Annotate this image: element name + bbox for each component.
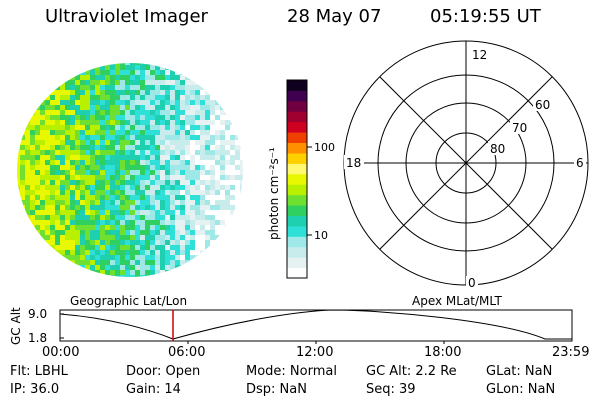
ytick-9: 9.0 — [28, 307, 47, 321]
colorbar-swatch — [287, 163, 307, 175]
xtick-1800: 18:00 — [424, 345, 462, 360]
colorbar-swatch — [287, 173, 307, 185]
polar-grid — [343, 40, 589, 286]
seq-info: Seq: 39 — [366, 382, 416, 397]
mode-info: Mode: Normal — [246, 364, 337, 379]
door-info: Door: Open — [126, 364, 201, 379]
gc-alt-info: GC Alt: 2.2 Re — [366, 364, 457, 379]
colorbar-swatch — [287, 111, 307, 123]
glat-info: GLat: NaN — [486, 364, 553, 379]
colorbar-swatch — [287, 80, 307, 91]
colorbar-swatch — [287, 100, 307, 112]
colorbar-swatch — [287, 184, 307, 196]
mlat-label-80: 80 — [490, 142, 505, 156]
colorbar-swatch — [287, 267, 307, 279]
mlt-label-0: 0 — [468, 276, 476, 290]
xtick-2359: 23:59 — [552, 345, 590, 360]
colorbar-swatch — [287, 194, 307, 206]
mlt-label-12: 12 — [472, 48, 487, 62]
ip-info: IP: 36.0 — [10, 382, 60, 397]
time-label: 05:19:55 UT — [430, 6, 541, 27]
apex-title: Apex MLat/MLT — [412, 294, 502, 308]
mlat-label-60: 60 — [535, 98, 550, 112]
instrument-title: Ultraviolet Imager — [45, 6, 208, 27]
colorbar-swatch — [287, 215, 307, 227]
filter-info: Flt: LBHL — [10, 364, 68, 379]
colorbar-swatch — [287, 225, 307, 237]
colorbar-swatch — [287, 152, 307, 164]
glon-info: GLon: NaN — [486, 382, 556, 397]
mlat-label-70: 70 — [512, 121, 527, 135]
colorbar-swatch — [287, 236, 307, 248]
colorbar-tick-10: 10 — [314, 229, 328, 242]
auroral-image — [17, 63, 243, 277]
colorbar-tick-100: 100 — [314, 141, 335, 154]
colorbar-swatch — [287, 90, 307, 102]
colorbar-unit-label: photon cm⁻²s⁻¹ — [267, 147, 281, 240]
xtick-1200: 12:00 — [296, 345, 334, 360]
mlt-label-6: 6 — [576, 156, 584, 170]
gain-info: Gain: 14 — [126, 382, 181, 397]
colorbar-swatch — [287, 121, 307, 133]
gc-alt-axis-label: GC Alt — [9, 307, 23, 345]
mlt-label-18: 18 — [346, 156, 361, 170]
xtick-0000: 00:00 — [42, 345, 80, 360]
ytick-1-8: 1.8 — [28, 331, 47, 345]
colorbar-swatch — [287, 246, 307, 258]
colorbar-swatch — [287, 257, 307, 269]
color-scale: 100 10 photon cm⁻²s⁻¹ — [267, 79, 335, 279]
dsp-info: Dsp: NaN — [246, 382, 307, 397]
date-label: 28 May 07 — [287, 6, 382, 27]
altitude-timeline: Geographic Lat/Lon Apex MLat/MLT 9.0 1.8… — [9, 294, 573, 345]
xtick-0600: 06:00 — [168, 345, 206, 360]
colorbar-swatch — [287, 132, 307, 144]
colorbar-swatch — [287, 142, 307, 154]
colorbar-swatch — [287, 205, 307, 216]
geographic-title: Geographic Lat/Lon — [70, 294, 187, 308]
